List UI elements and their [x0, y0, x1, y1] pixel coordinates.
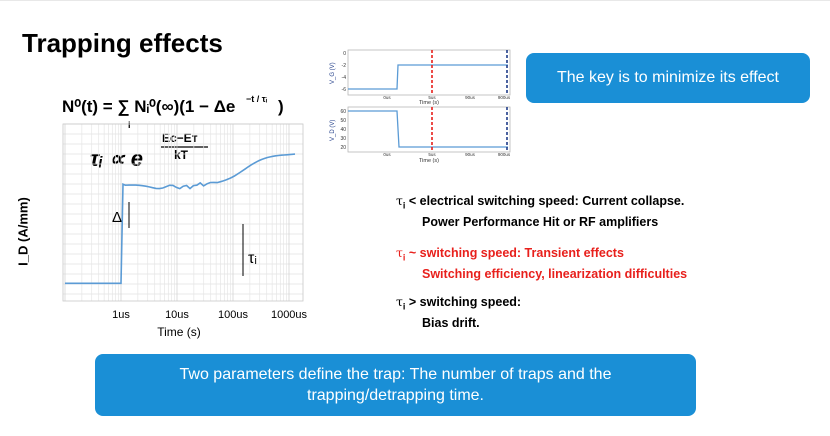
- inset-xticks: 0us 0us 5us 5us 90us 90us 900us 900us: [383, 95, 511, 157]
- inset-top-ytick: -6: [342, 87, 347, 93]
- main-plot-frame: [62, 123, 304, 302]
- inset-bottom-ytick: 50: [340, 118, 346, 124]
- main-plot: Δ τᵢ 1us 10us 100us 1000us Time (s): [62, 123, 308, 339]
- main-plot-xlabel: Time (s): [157, 325, 201, 339]
- bullet-line-1: ~ switching speed: Transient effects: [405, 246, 624, 260]
- main-x-tick-label: 10us: [165, 309, 189, 321]
- tau-label: τᵢ: [248, 250, 257, 267]
- bullet-line-2: Bias drift.: [422, 315, 480, 330]
- inset-x-tick: 5us: [428, 95, 436, 100]
- main-x-tick-label: 1us: [112, 309, 130, 321]
- inset-x-tick: 900us: [498, 152, 511, 157]
- bullet-transient-effects: τi ~ switching speed: Transient effects …: [396, 245, 687, 282]
- inset-top-yticks: 0 -2 -4 -6: [342, 51, 347, 93]
- main-x-ticks: 1us 10us 100us 1000us: [112, 309, 307, 321]
- inset-bottom-yticks: 60 50 40 30 20: [340, 109, 346, 151]
- delta-label: Δ: [112, 209, 122, 226]
- inset-x-tick: 900us: [498, 95, 511, 100]
- bullet-line-1: > switching speed:: [405, 295, 522, 309]
- inset-waveforms: 0 -2 -4 -6 60 50 40 30 20 0us 0us 5us 5us 90us 90us 9…: [330, 49, 511, 164]
- vg-trace-line: [348, 64, 508, 90]
- bottom-callout: Two parameters define the trap: The numb…: [95, 354, 696, 416]
- main-plot-grid: [63, 123, 303, 301]
- inset-top-ytick: -4: [342, 75, 347, 81]
- bullet-bias-drift: τi > switching speed: Bias drift.: [396, 294, 521, 331]
- bullet-line-2: Power Performance Hit or RF amplifiers: [422, 214, 659, 229]
- inset-top-ytick: 0: [343, 51, 346, 57]
- sum-index: i: [128, 120, 131, 130]
- inset-bottom-ytick: 20: [340, 145, 346, 151]
- bullet-tau-symbol: τ: [396, 193, 403, 208]
- bullet-tau-symbol: τ: [396, 294, 403, 309]
- bullet-line-1: < electrical switching speed: Current co…: [405, 194, 685, 208]
- slide-title: Trapping effects: [22, 28, 223, 58]
- inset-top-ylabel: V_G (V): [330, 62, 336, 84]
- key-callout: The key is to minimize its effect: [526, 53, 810, 103]
- sum-formula-text: N⁰(t) = ∑ Nᵢ⁰(∞)(1 − Δe: [62, 97, 235, 116]
- main-x-tick-label: 1000us: [271, 309, 308, 321]
- main-x-tick-label: 100us: [218, 309, 248, 321]
- id-trace-line: [65, 153, 296, 285]
- inset-bottom-ytick: 40: [340, 127, 346, 133]
- bullet-tau-sub: i: [402, 252, 406, 263]
- inset-x-tick: 5us: [428, 152, 436, 157]
- inset-bottom-xlabel: Time (s): [419, 158, 439, 164]
- inset-x-tick: 0us: [383, 152, 391, 157]
- main-plot-ylabel: I_D (A/mm): [15, 197, 31, 266]
- inset-top-ytick: -2: [342, 63, 347, 69]
- inset-x-tick: 90us: [465, 152, 476, 157]
- bullet-tau-sub: i: [402, 200, 406, 211]
- inset-bottom-ytick: 60: [340, 109, 346, 115]
- inset-bottom-ytick: 30: [340, 136, 346, 142]
- inset-x-tick: 0us: [383, 95, 391, 100]
- inset-x-tick: 90us: [465, 95, 476, 100]
- sum-formula-close: ): [278, 97, 284, 116]
- bullet-tau-symbol: τ: [396, 245, 403, 260]
- bullet-line-2: Switching efficiency, linearization diff…: [422, 266, 688, 281]
- inset-bottom-ylabel: V_D (V): [330, 120, 336, 141]
- vd-trace-line: [348, 110, 508, 148]
- sum-formula-exponent: −t / τᵢ: [246, 94, 268, 104]
- trap-sum-formula: N⁰(t) = ∑ Nᵢ⁰(∞)(1 − Δe −t / τᵢ ) i: [62, 94, 284, 130]
- bullet-current-collapse: τi < electrical switching speed: Current…: [396, 193, 684, 230]
- inset-bottom-frame: [347, 106, 511, 153]
- inset-top-xlabel: Time (s): [419, 100, 439, 106]
- exp-denominator: kT: [174, 148, 189, 162]
- inset-top-frame: [347, 49, 511, 96]
- bullet-tau-sub: i: [402, 301, 406, 312]
- top-divider: [0, 0, 830, 1]
- exp-numerator: Eᴄ−Eᴛ: [162, 131, 198, 145]
